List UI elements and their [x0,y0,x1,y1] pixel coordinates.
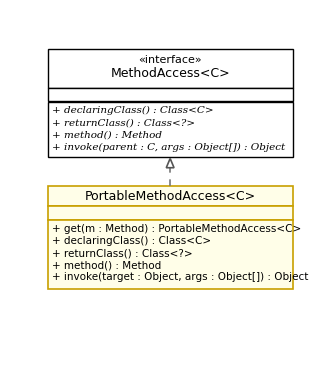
Text: + method() : Method: + method() : Method [52,260,162,270]
Bar [48,186,292,206]
Bar [48,102,292,157]
Text: + declaringClass() : Class<C>: + declaringClass() : Class<C> [52,236,211,246]
Text: + method() : Method: + method() : Method [52,131,162,140]
Polygon shape [166,158,174,168]
Text: + declaringClass() : Class<C>: + declaringClass() : Class<C> [52,106,214,115]
Bar [48,88,292,102]
Bar [48,220,292,289]
Bar [48,49,292,88]
Text: + get(m : Method) : PortableMethodAccess<C>: + get(m : Method) : PortableMethodAccess… [52,224,301,234]
Bar [48,206,292,220]
Text: «interface»: «interface» [138,55,202,65]
Text: PortableMethodAccess<C>: PortableMethodAccess<C> [85,190,256,203]
Text: + returnClass() : Class<?>: + returnClass() : Class<?> [52,119,196,128]
Text: + invoke(parent : C, args : Object[]) : Object: + invoke(parent : C, args : Object[]) : … [52,143,286,152]
Text: + returnClass() : Class<?>: + returnClass() : Class<?> [52,248,193,258]
Text: MethodAccess<C>: MethodAccess<C> [110,67,230,80]
Text: + invoke(target : Object, args : Object[]) : Object: + invoke(target : Object, args : Object[… [52,272,309,282]
